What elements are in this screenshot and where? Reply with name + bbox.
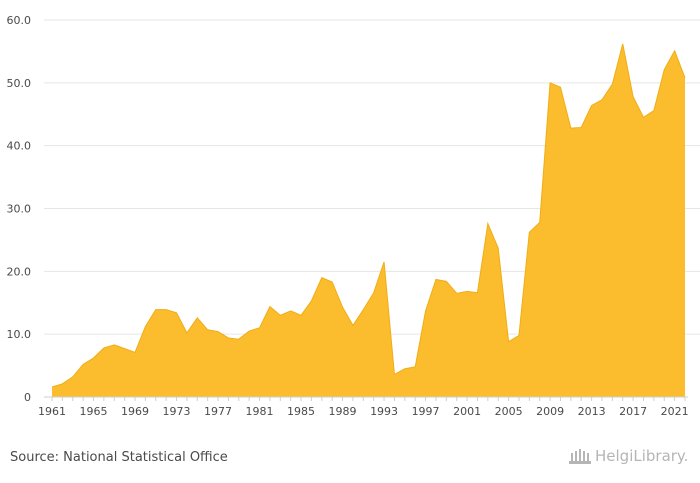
y-tick-label: 60.0 [7, 14, 32, 27]
x-tick-label: 1981 [246, 405, 274, 418]
x-tick-label: 1977 [204, 405, 232, 418]
x-tick-label: 2017 [619, 405, 647, 418]
x-tick-label: 1965 [80, 405, 108, 418]
helgi-library-logo[interactable]: HelgiLibrary. [568, 447, 688, 465]
x-tick-label: 1961 [38, 405, 66, 418]
y-tick-label: 40.0 [7, 140, 32, 153]
source-note: Source: National Statistical Office [10, 450, 228, 465]
y-tick-label: 10.0 [7, 328, 32, 341]
x-tick-label: 1997 [412, 405, 440, 418]
x-tick-label: 1985 [287, 405, 315, 418]
x-tick-label: 2001 [453, 405, 481, 418]
y-tick-label: 30.0 [7, 203, 32, 216]
y-tick-label: 20.0 [7, 265, 32, 278]
x-tick-label: 1989 [329, 405, 357, 418]
area-series [51, 43, 686, 397]
x-tick-label: 2013 [578, 405, 606, 418]
x-tick-label: 1973 [163, 405, 191, 418]
x-tick-label: 1969 [121, 405, 149, 418]
library-building-icon [569, 449, 591, 464]
brand-name: HelgiLibrary. [595, 447, 689, 465]
x-tick-label: 1993 [370, 405, 398, 418]
area-chart: 1961 1965 1969 1973 1977 1981 1985 1989 1993 1997… [7, 14, 700, 418]
y-tick-label: 50.0 [7, 77, 32, 90]
y-tick-label: 0 [24, 391, 31, 404]
x-axis: 1961 1965 1969 1973 1977 1981 1985 1989 1993 1997… [38, 396, 689, 418]
x-tick-label: 2021 [661, 405, 689, 418]
area-fill [52, 43, 685, 397]
x-tick-label: 2009 [536, 405, 564, 418]
y-axis: 0 10.0 20.0 30.0 40.0 50.0 60.0 [7, 14, 32, 404]
area-line [51, 43, 686, 388]
x-tick-label: 2005 [495, 405, 523, 418]
